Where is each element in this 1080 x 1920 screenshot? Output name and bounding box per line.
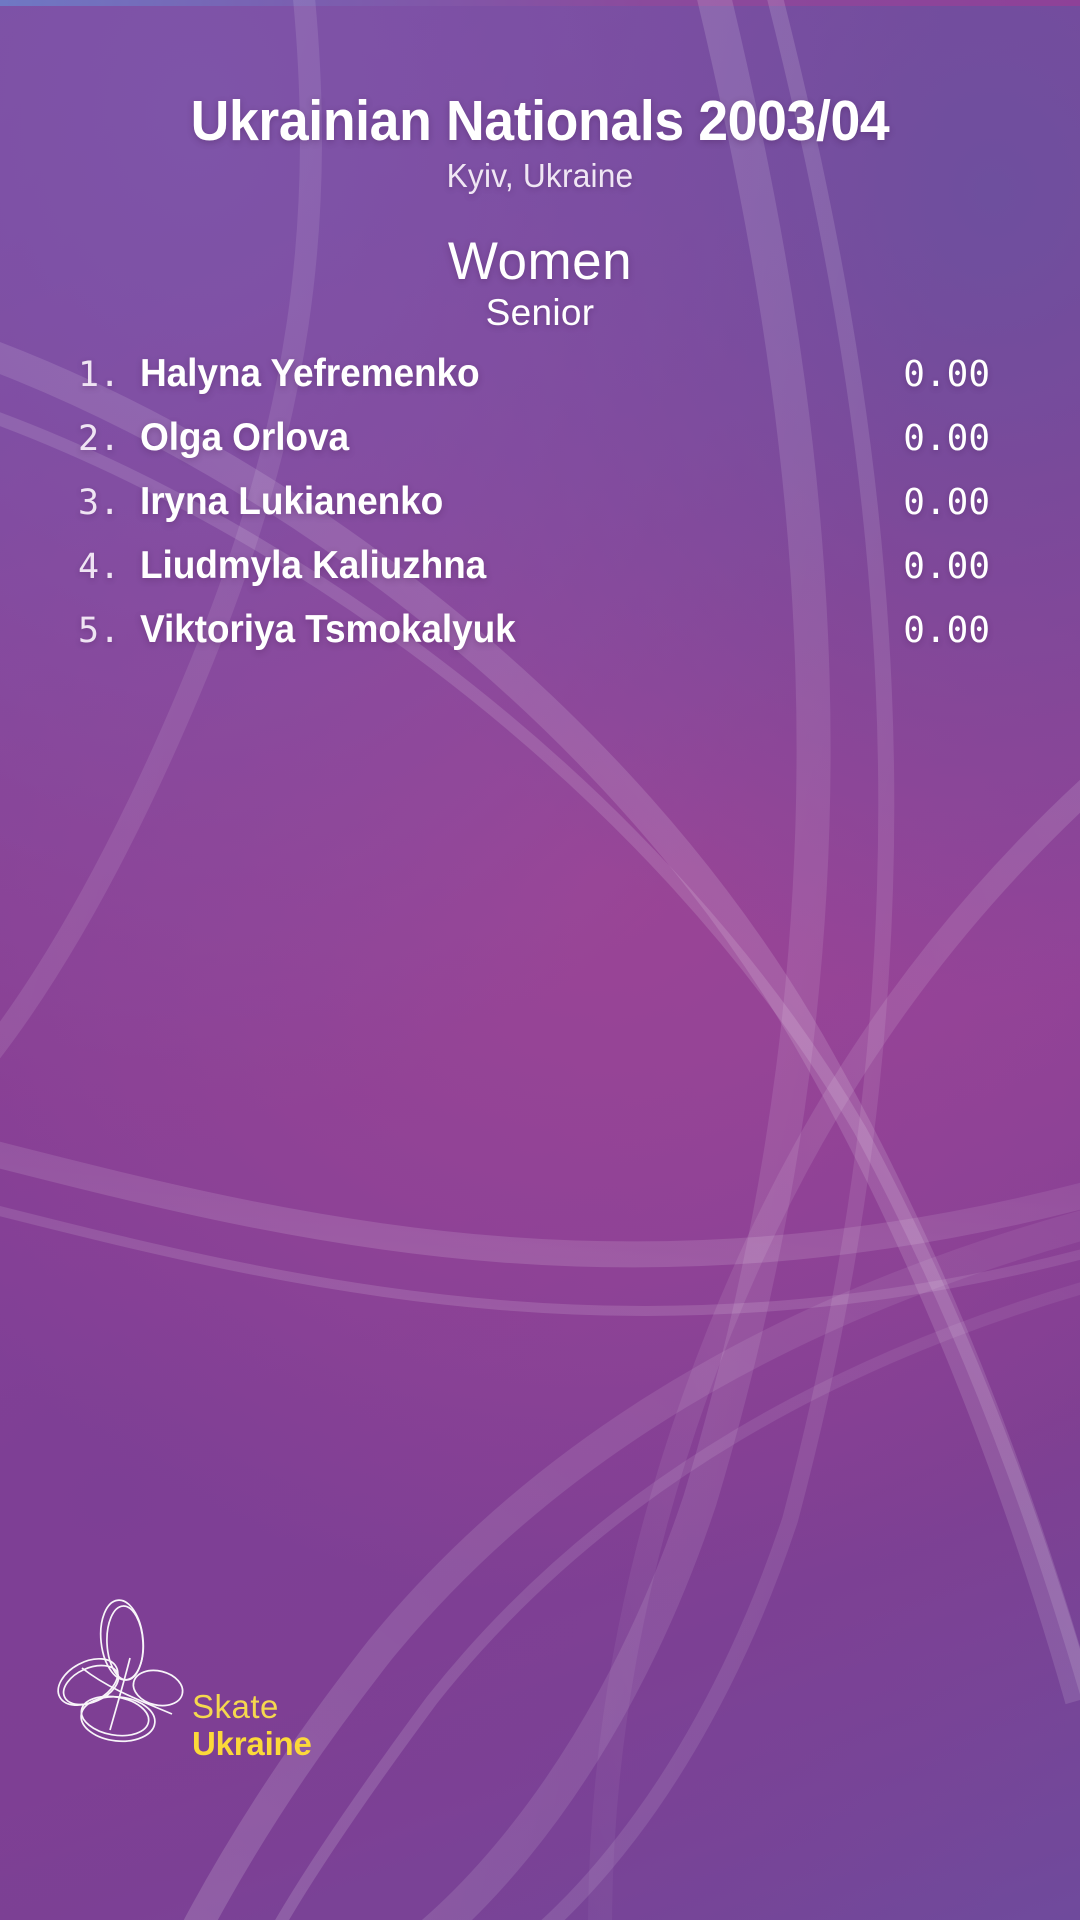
category-level: Senior: [485, 292, 595, 333]
table-row: 3. Iryna Lukianenko 0.00: [0, 480, 1080, 544]
logo-wordmark: Skate Ukraine: [192, 1690, 312, 1760]
table-row: 5. Viktoriya Tsmokalyuk 0.00: [0, 608, 1080, 672]
skate-ukraine-logo: Skate Ukraine: [52, 1598, 312, 1788]
event-title: Ukrainian Nationals 2003/04: [190, 89, 890, 153]
score: 0.00: [903, 610, 990, 651]
score: 0.00: [903, 546, 990, 587]
score: 0.00: [903, 482, 990, 523]
rank: 5.: [78, 611, 121, 651]
skate-loops-icon: [57, 1599, 184, 1743]
results-list: 1. Halyna Yefremenko 0.00 2. Olga Orlova…: [0, 352, 1080, 672]
table-row: 2. Olga Orlova 0.00: [0, 416, 1080, 480]
table-row: 1. Halyna Yefremenko 0.00: [0, 352, 1080, 416]
event-location: Kyiv, Ukraine: [446, 157, 634, 194]
rank: 1.: [78, 355, 121, 395]
skater-name: Olga Orlova: [140, 416, 349, 459]
rank: 2.: [78, 419, 121, 459]
skater-name: Iryna Lukianenko: [140, 480, 444, 523]
rank: 4.: [78, 547, 121, 587]
top-accent-bar: [0, 0, 1080, 6]
table-row: 4. Liudmyla Kaliuzhna 0.00: [0, 544, 1080, 608]
score: 0.00: [903, 418, 990, 459]
logo-ukraine-text: Ukraine: [192, 1725, 312, 1762]
skater-name: Viktoriya Tsmokalyuk: [140, 608, 516, 651]
score: 0.00: [903, 354, 990, 395]
logo-skate-text: Skate: [192, 1688, 279, 1725]
rank: 3.: [78, 483, 121, 523]
category-discipline: Women: [447, 232, 633, 291]
skater-name: Liudmyla Kaliuzhna: [140, 544, 487, 587]
skater-name: Halyna Yefremenko: [140, 352, 480, 395]
